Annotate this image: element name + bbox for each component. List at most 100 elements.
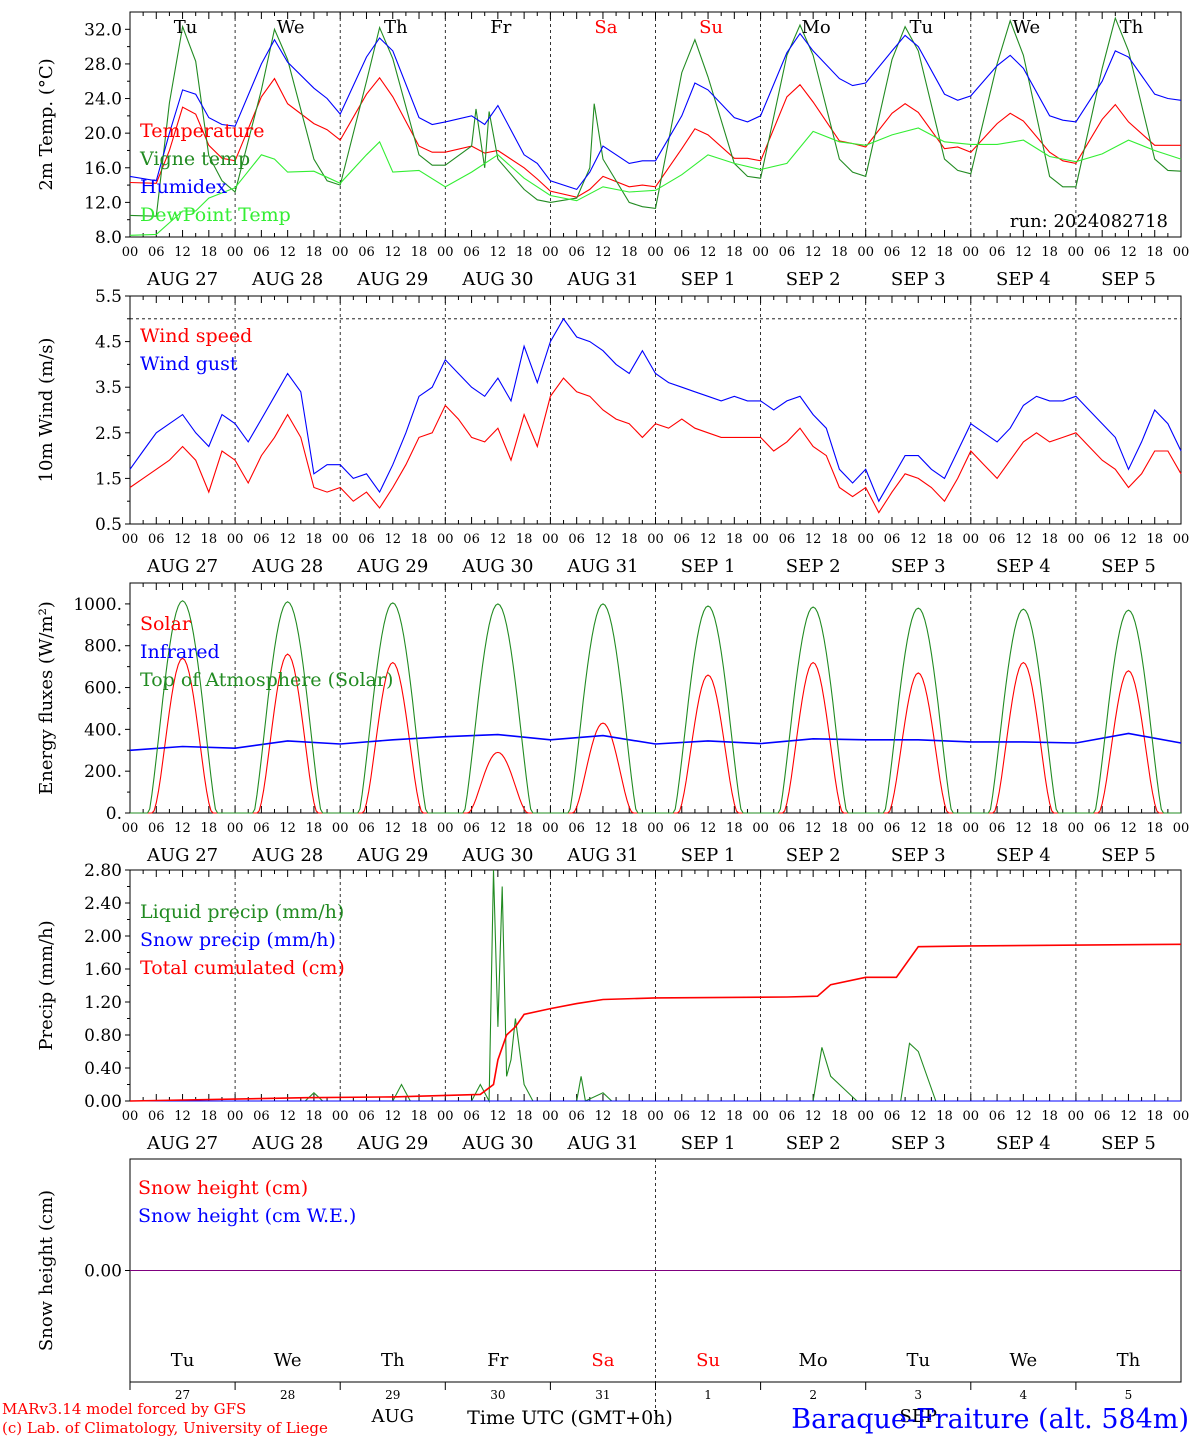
hour-label: 18 xyxy=(936,245,953,260)
hour-label: 12 xyxy=(490,532,507,547)
hour-label: 06 xyxy=(1094,532,1111,547)
hour-label: 12 xyxy=(279,245,296,260)
hour-label: 18 xyxy=(411,1109,428,1124)
date-label: AUG 29 xyxy=(356,845,428,866)
hour-label: 06 xyxy=(779,1109,796,1124)
day-name-bottom: We xyxy=(1010,1350,1038,1371)
date-label: SEP 2 xyxy=(786,269,841,290)
hour-label: 00 xyxy=(1068,1109,1085,1124)
series-line xyxy=(129,943,1182,1102)
hour-label: 12 xyxy=(595,1109,612,1124)
hour-label: 18 xyxy=(1041,532,1058,547)
hour-label: 12 xyxy=(1015,821,1032,836)
hour-label: 00 xyxy=(1173,821,1190,836)
date-label: SEP 2 xyxy=(786,845,841,866)
date-label: SEP 3 xyxy=(891,556,946,577)
date-label: SEP 3 xyxy=(891,1133,946,1154)
panel-1: 8.0 12.0 16.0 20.0 24.0 28.0 32.0 2m Temp. (°C)… xyxy=(36,11,1189,290)
date-label: AUG 30 xyxy=(461,269,533,290)
hour-label: 06 xyxy=(674,532,691,547)
hour-label: 00 xyxy=(1068,532,1085,547)
hour-label: 18 xyxy=(621,245,638,260)
y-tick-label: 2.5 xyxy=(95,424,122,444)
hour-label: 06 xyxy=(148,532,165,547)
date-label: AUG 31 xyxy=(566,269,638,290)
hour-label: 18 xyxy=(621,821,638,836)
y-axis-label: 10m Wind (m/s) xyxy=(36,338,57,483)
hour-label: 06 xyxy=(779,821,796,836)
hour-label: 00 xyxy=(1068,245,1085,260)
legend-entry: Snow height (cm W.E.) xyxy=(138,1205,356,1227)
day-number: 27 xyxy=(175,1388,190,1402)
hour-label: 18 xyxy=(411,532,428,547)
date-label: AUG 28 xyxy=(251,845,323,866)
hour-label: 12 xyxy=(384,245,401,260)
hour-label: 06 xyxy=(989,245,1006,260)
y-tick-label: 1.60 xyxy=(84,960,122,980)
day-name-bottom: Su xyxy=(696,1350,720,1371)
y-tick-label: 8.0 xyxy=(95,228,122,248)
date-label: AUG 28 xyxy=(251,556,323,577)
hour-label: 12 xyxy=(490,245,507,260)
hour-label: 18 xyxy=(726,1109,743,1124)
hour-label: 00 xyxy=(857,821,874,836)
day-name-top: Mo xyxy=(802,17,831,38)
date-label: SEP 4 xyxy=(996,1133,1051,1154)
hour-label: 12 xyxy=(1015,532,1032,547)
y-tick-label: 1.5 xyxy=(95,469,122,489)
day-name-top: Tu xyxy=(174,17,198,38)
y-tick-label: 0.80 xyxy=(84,1026,122,1046)
date-label: SEP 4 xyxy=(996,556,1051,577)
y-tick-label: 1.20 xyxy=(84,993,122,1013)
hour-label: 06 xyxy=(1094,1109,1111,1124)
hour-label: 12 xyxy=(805,821,822,836)
hour-label: 00 xyxy=(963,532,980,547)
date-label: SEP 4 xyxy=(996,269,1051,290)
hour-label: 06 xyxy=(463,532,480,547)
hour-label: 06 xyxy=(358,245,375,260)
y-axis-label: Precip (mm/h) xyxy=(36,920,57,1050)
y-tick-label: 24.0 xyxy=(84,90,122,110)
hour-label: 00 xyxy=(963,821,980,836)
hour-label: 00 xyxy=(857,245,874,260)
series-line xyxy=(129,377,1182,514)
hour-label: 06 xyxy=(779,532,796,547)
hour-label: 00 xyxy=(437,245,454,260)
hour-label: 12 xyxy=(1120,821,1137,836)
hour-label: 00 xyxy=(437,1109,454,1124)
hour-label: 12 xyxy=(1120,1109,1137,1124)
day-name-bottom: Tu xyxy=(906,1350,930,1371)
hour-label: 00 xyxy=(647,821,664,836)
date-label: SEP 1 xyxy=(681,269,736,290)
hour-label: 12 xyxy=(384,821,401,836)
hour-label: 00 xyxy=(122,1109,139,1124)
hour-label: 00 xyxy=(227,245,244,260)
hour-label: 00 xyxy=(752,245,769,260)
date-label: AUG 31 xyxy=(566,1133,638,1154)
hour-label: 12 xyxy=(910,532,927,547)
hour-label: 18 xyxy=(1041,245,1058,260)
hour-label: 06 xyxy=(568,821,585,836)
hour-label: 06 xyxy=(253,245,270,260)
hour-label: 00 xyxy=(752,532,769,547)
y-tick-label: 0.00 xyxy=(84,1092,122,1112)
hour-label: 12 xyxy=(174,532,191,547)
hour-label: 12 xyxy=(805,1109,822,1124)
day-name-top: Th xyxy=(1120,17,1144,38)
hour-label: 12 xyxy=(279,532,296,547)
hour-label: 12 xyxy=(174,1109,191,1124)
hour-label: 18 xyxy=(831,821,848,836)
y-tick-label: 2.00 xyxy=(84,927,122,947)
y-tick-label: 0.40 xyxy=(84,1059,122,1079)
day-number: 3 xyxy=(914,1388,922,1402)
y-tick-label: 600. xyxy=(84,679,122,699)
y-tick-label: 1000. xyxy=(73,595,122,615)
hour-label: 00 xyxy=(647,532,664,547)
hour-label: 06 xyxy=(674,1109,691,1124)
hour-label: 12 xyxy=(1015,245,1032,260)
hour-label: 18 xyxy=(306,1109,323,1124)
day-number: 29 xyxy=(385,1388,400,1402)
hour-label: 06 xyxy=(568,245,585,260)
legend-entry: DewPoint Temp xyxy=(140,204,291,226)
hour-label: 06 xyxy=(989,821,1006,836)
